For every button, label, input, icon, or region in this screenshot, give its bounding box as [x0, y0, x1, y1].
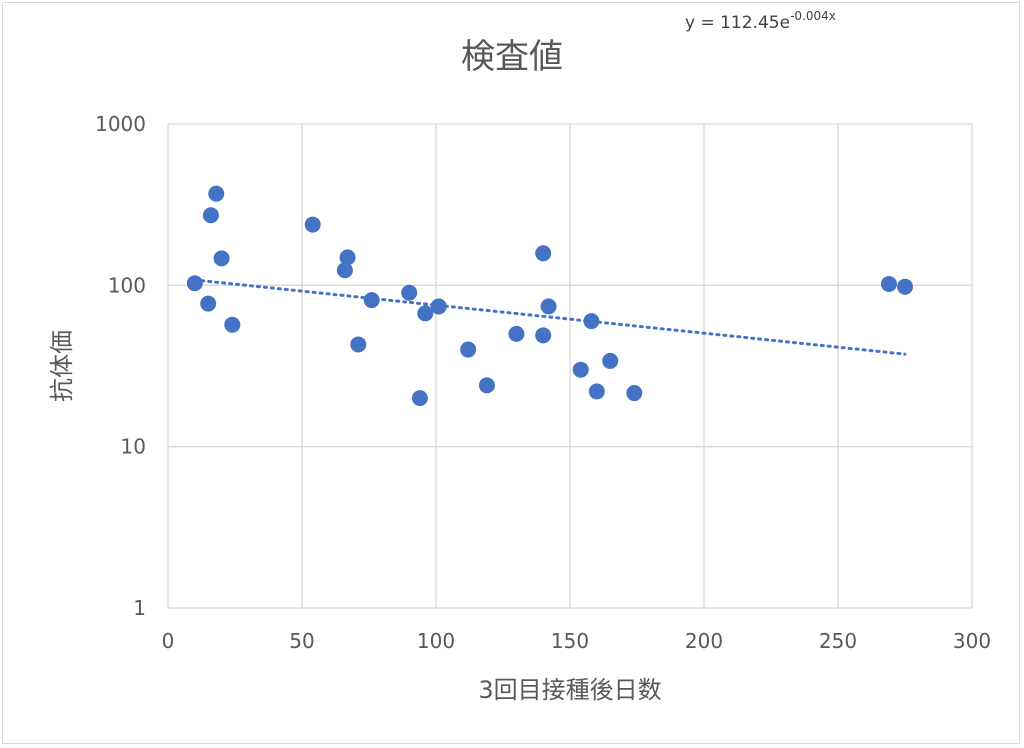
y-tick-label: 1000: [95, 112, 146, 136]
x-tick-label: 250: [819, 629, 857, 653]
x-tick-label: 150: [551, 629, 589, 653]
trendline-equation: y = 112.45e-0.004x: [685, 9, 836, 33]
data-point: [363, 292, 380, 309]
data-point: [186, 275, 203, 292]
gridlines: [167, 123, 973, 609]
data-point: [336, 262, 353, 279]
chart-title: 検査値: [461, 37, 563, 77]
data-point: [572, 361, 589, 378]
data-point: [535, 327, 552, 344]
y-tick-label: 100: [108, 273, 146, 297]
data-point: [602, 352, 619, 369]
data-point: [588, 383, 605, 400]
data-point: [460, 341, 477, 358]
x-tick-label: 100: [417, 629, 455, 653]
data-point: [880, 275, 897, 292]
x-tick-label: 0: [162, 629, 175, 653]
data-point: [897, 278, 913, 295]
data-point: [304, 216, 321, 233]
data-point: [626, 385, 643, 402]
y-tick-label: 1: [133, 596, 146, 620]
equation-exponent: -0.004x: [790, 9, 836, 23]
data-point: [478, 377, 495, 394]
data-point: [200, 295, 217, 312]
data-point: [430, 298, 447, 315]
x-tick-label: 300: [953, 629, 991, 653]
equation-base: y = 112.45e: [685, 13, 790, 33]
data-point: [224, 316, 241, 333]
data-point: [202, 207, 219, 224]
trendline: [193, 278, 907, 356]
data-point: [411, 390, 428, 407]
data-point: [583, 313, 600, 330]
data-point: [213, 250, 230, 267]
data-point: [401, 284, 418, 301]
data-point: [508, 325, 525, 342]
data-point: [350, 336, 367, 353]
data-point: [535, 245, 552, 262]
tick-labels: 0 50 100 150 200 250 300 1 10 100 1000: [95, 112, 991, 653]
data-point: [417, 305, 434, 322]
trendline-group: [193, 278, 907, 356]
x-axis-title: 3回目接種後日数: [478, 676, 661, 704]
data-point: [339, 249, 356, 266]
data-points: [186, 185, 913, 407]
data-point: [208, 185, 225, 202]
x-tick-label: 50: [289, 629, 314, 653]
x-tick-label: 200: [685, 629, 723, 653]
y-tick-label: 10: [121, 435, 146, 459]
data-point: [540, 298, 557, 315]
y-axis-title: 抗体価: [48, 330, 76, 402]
